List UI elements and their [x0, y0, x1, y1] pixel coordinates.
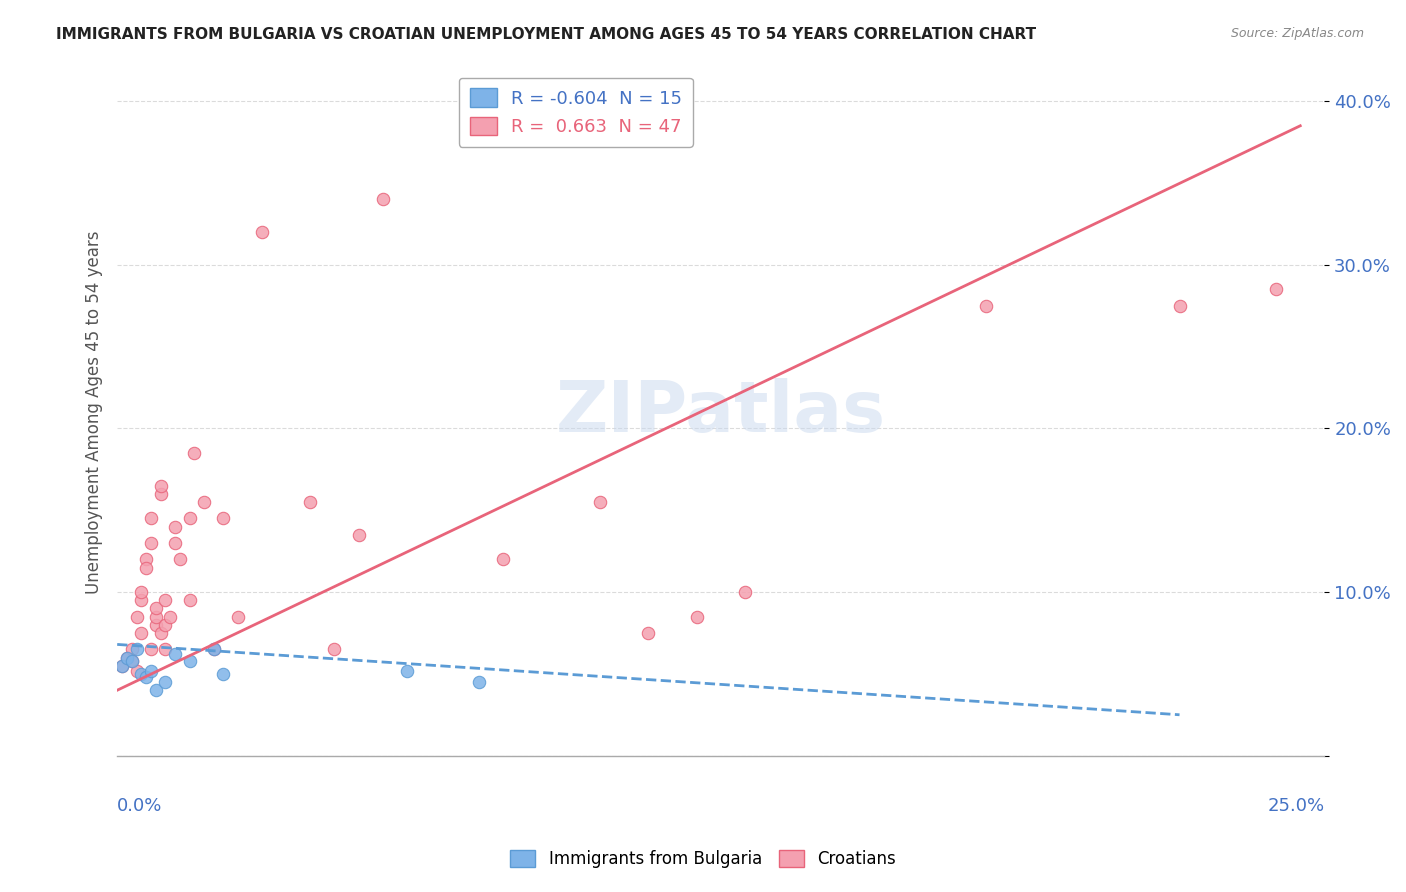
- Text: IMMIGRANTS FROM BULGARIA VS CROATIAN UNEMPLOYMENT AMONG AGES 45 TO 54 YEARS CORR: IMMIGRANTS FROM BULGARIA VS CROATIAN UNE…: [56, 27, 1036, 42]
- Point: [121, 654, 143, 668]
- Point: [202, 642, 225, 657]
- Point: [145, 601, 167, 615]
- Point: [135, 552, 157, 566]
- Text: 25.0%: 25.0%: [1267, 797, 1324, 814]
- Point: [131, 593, 153, 607]
- Point: [121, 642, 143, 657]
- Point: [155, 593, 177, 607]
- Point: [125, 664, 148, 678]
- Point: [139, 536, 162, 550]
- Text: 0.0%: 0.0%: [117, 797, 163, 814]
- Point: [179, 654, 201, 668]
- Point: [1265, 282, 1288, 296]
- Point: [212, 666, 235, 681]
- Point: [131, 626, 153, 640]
- Point: [226, 609, 249, 624]
- Point: [165, 647, 187, 661]
- Point: [347, 528, 370, 542]
- Point: [125, 642, 148, 657]
- Point: [169, 552, 191, 566]
- Point: [121, 654, 143, 668]
- Point: [159, 609, 181, 624]
- Text: ZIPatlas: ZIPatlas: [555, 377, 886, 447]
- Point: [165, 519, 187, 533]
- Point: [145, 683, 167, 698]
- Point: [111, 658, 134, 673]
- Point: [115, 650, 138, 665]
- Point: [637, 626, 659, 640]
- Point: [299, 495, 322, 509]
- Point: [179, 593, 201, 607]
- Point: [685, 609, 707, 624]
- Point: [149, 487, 172, 501]
- Point: [250, 225, 273, 239]
- Point: [212, 511, 235, 525]
- Point: [492, 552, 515, 566]
- Point: [589, 495, 612, 509]
- Y-axis label: Unemployment Among Ages 45 to 54 years: Unemployment Among Ages 45 to 54 years: [86, 230, 103, 594]
- Point: [139, 642, 162, 657]
- Text: Source: ZipAtlas.com: Source: ZipAtlas.com: [1230, 27, 1364, 40]
- Point: [1168, 299, 1191, 313]
- Point: [395, 664, 418, 678]
- Point: [125, 609, 148, 624]
- Point: [371, 193, 394, 207]
- Point: [135, 670, 157, 684]
- Point: [145, 617, 167, 632]
- Point: [976, 299, 998, 313]
- Point: [155, 617, 177, 632]
- Point: [155, 675, 177, 690]
- Point: [131, 666, 153, 681]
- Legend: R = -0.604  N = 15, R =  0.663  N = 47: R = -0.604 N = 15, R = 0.663 N = 47: [458, 78, 693, 147]
- Point: [145, 609, 167, 624]
- Point: [183, 446, 205, 460]
- Point: [165, 536, 187, 550]
- Point: [139, 511, 162, 525]
- Point: [135, 560, 157, 574]
- Point: [149, 626, 172, 640]
- Point: [139, 664, 162, 678]
- Point: [179, 511, 201, 525]
- Point: [202, 642, 225, 657]
- Point: [111, 658, 134, 673]
- Point: [149, 479, 172, 493]
- Legend: Immigrants from Bulgaria, Croatians: Immigrants from Bulgaria, Croatians: [503, 843, 903, 875]
- Point: [193, 495, 215, 509]
- Point: [131, 585, 153, 599]
- Point: [115, 650, 138, 665]
- Point: [323, 642, 346, 657]
- Point: [468, 675, 491, 690]
- Point: [734, 585, 756, 599]
- Point: [155, 642, 177, 657]
